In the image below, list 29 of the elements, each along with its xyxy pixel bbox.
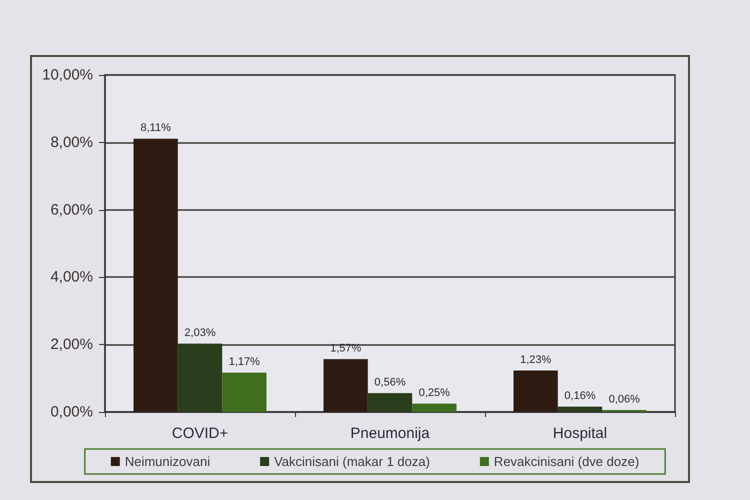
y-tick-label: 6,00% (50, 201, 93, 218)
data-label: 0,06% (608, 393, 640, 406)
legend-label: Neimunizovani (124, 454, 210, 469)
data-label: 1,23% (520, 354, 552, 366)
y-tick-label: 0,00% (50, 404, 93, 420)
data-label: 0,56% (374, 376, 406, 389)
data-label: 2,03% (184, 327, 216, 340)
x-tick-label: Hospital (552, 425, 608, 442)
legend-label: Vakcinisani (makar 1 doza) (274, 454, 430, 469)
bar (134, 138, 178, 412)
y-tick-label: 2,00% (50, 336, 93, 354)
x-tick-label: COVID+ (172, 425, 228, 442)
bar (368, 393, 412, 412)
data-label: 8,11% (140, 122, 172, 134)
data-label: 1,57% (330, 342, 362, 355)
y-tick-label: 10,00% (42, 66, 93, 84)
bar (178, 344, 222, 412)
y-tick-label: 4,00% (50, 268, 93, 286)
bar (514, 370, 558, 412)
legend-label: Revakcinisani (dve doze) (494, 454, 640, 469)
data-label: 1,17% (228, 356, 260, 368)
data-label: 0,25% (418, 387, 450, 400)
x-tick-label: Pneumonija (350, 425, 430, 442)
bar (324, 359, 368, 412)
y-tick-label: 8,00% (50, 134, 93, 151)
bar (412, 404, 456, 412)
bar (222, 372, 266, 412)
data-label: 0,16% (564, 390, 596, 402)
bar (558, 406, 602, 412)
